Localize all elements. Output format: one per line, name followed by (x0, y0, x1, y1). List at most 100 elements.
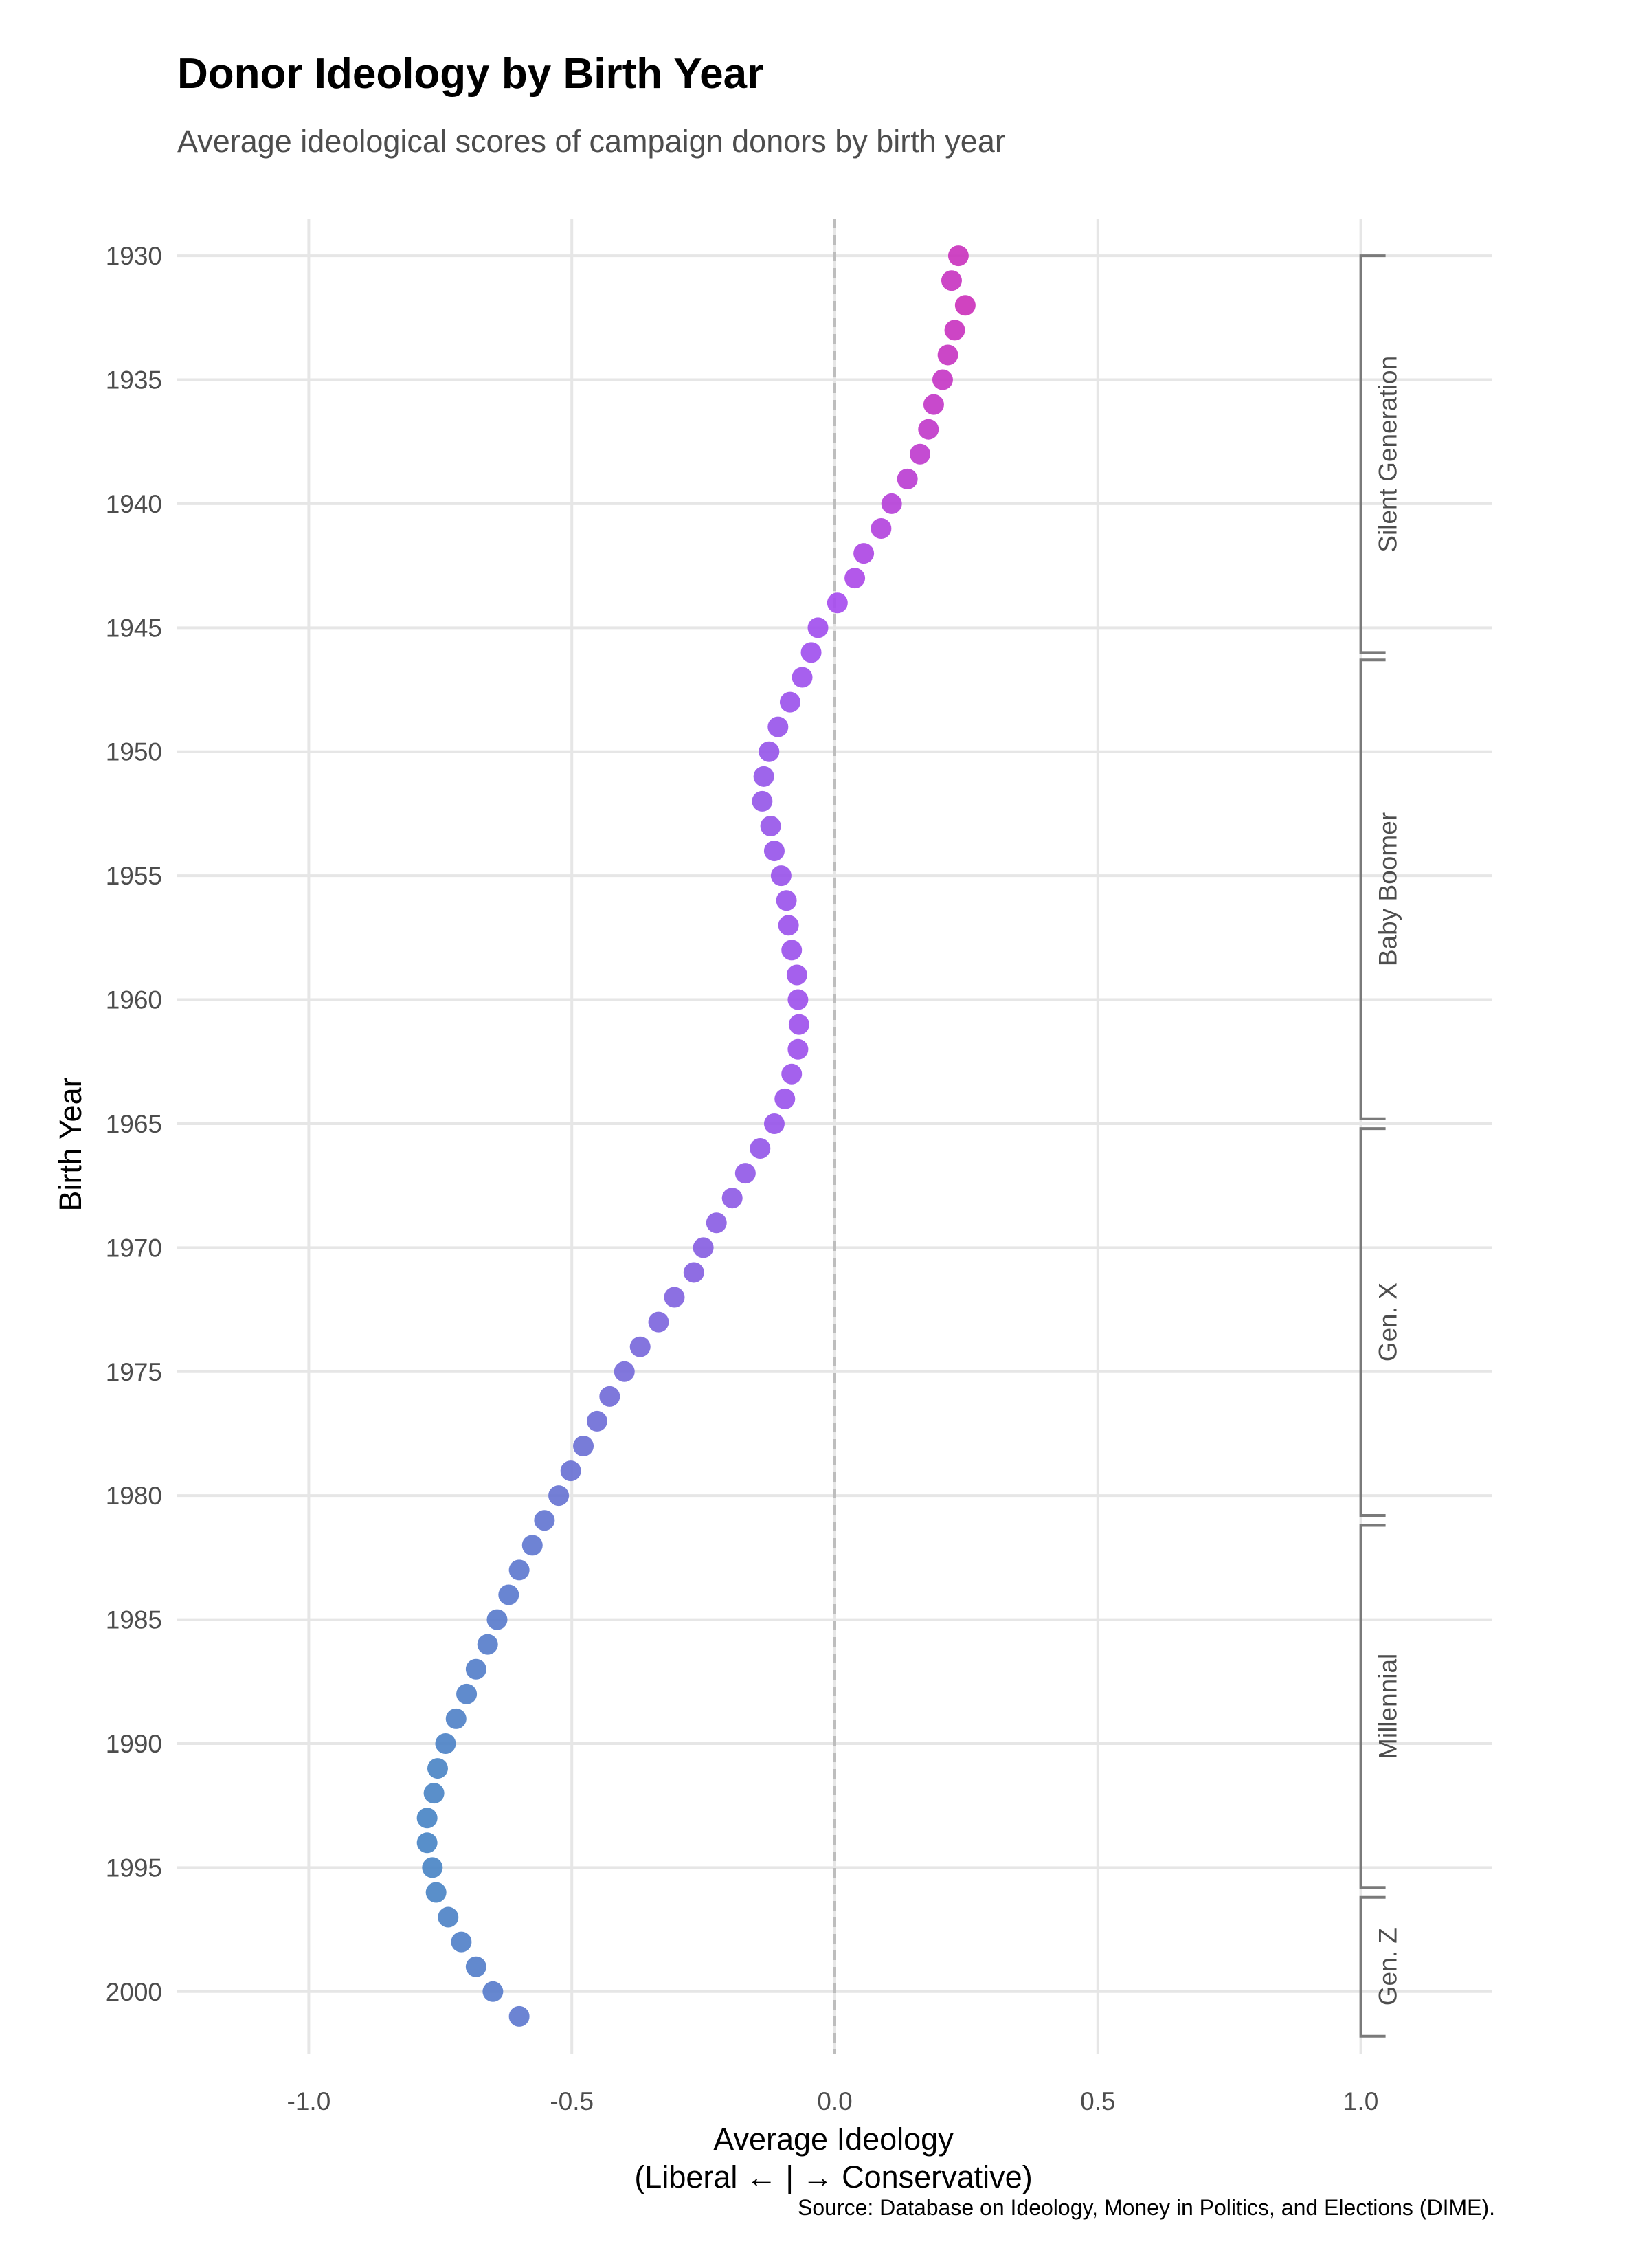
data-point (770, 865, 792, 887)
data-point (932, 369, 953, 390)
data-point (465, 1658, 486, 1680)
data-point (767, 716, 789, 737)
generation-label: Gen. Z (1374, 1928, 1402, 2005)
data-point (774, 1088, 796, 1109)
data-point (614, 1361, 635, 1382)
data-point (792, 667, 813, 688)
generation-bracket (1359, 254, 1386, 654)
x-tick-label: 0.0 (817, 2087, 852, 2115)
data-point (498, 1584, 519, 1605)
data-point (881, 493, 902, 514)
data-point (599, 1386, 620, 1407)
data-point (573, 1436, 594, 1457)
y-tick-label: 1975 (106, 1358, 162, 1386)
y-tick-label: 1970 (106, 1234, 162, 1262)
data-point (721, 1188, 743, 1209)
generation-label: Silent Generation (1374, 356, 1402, 553)
data-point (753, 766, 774, 787)
data-point (734, 1163, 756, 1184)
data-point (586, 1410, 607, 1432)
y-tick-label: 1990 (106, 1730, 162, 1758)
y-tick-label: 1985 (106, 1606, 162, 1634)
y-tick-label: 1945 (106, 614, 162, 642)
chart-subtitle: Average ideological scores of campaign d… (177, 124, 1005, 159)
data-point (781, 1063, 803, 1085)
x-tick-label: 1.0 (1343, 2087, 1378, 2115)
generation-bracket (1359, 1895, 1386, 2038)
data-point (853, 543, 875, 564)
data-point (941, 270, 962, 291)
source-note: Source: Database on Ideology, Money in P… (797, 2195, 1495, 2220)
data-point (807, 617, 829, 638)
data-point (787, 989, 809, 1010)
data-point (560, 1460, 581, 1482)
generation-bracket (1359, 1127, 1386, 1517)
data-point (435, 1733, 456, 1754)
x-tick-label: 0.5 (1080, 2087, 1115, 2115)
chart-title: Donor Ideology by Birth Year (177, 50, 764, 98)
y-tick-label: 1995 (106, 1854, 162, 1882)
data-point (422, 1857, 443, 1878)
y-tick-label: 1965 (106, 1110, 162, 1138)
data-point (937, 344, 958, 366)
data-point (944, 320, 965, 341)
data-point (629, 1336, 651, 1357)
data-point (683, 1262, 704, 1283)
data-point (947, 245, 969, 267)
data-point (776, 890, 797, 911)
data-point (451, 1931, 472, 1953)
data-point (897, 468, 918, 489)
generation-label: Baby Boomer (1374, 812, 1402, 966)
data-point (752, 790, 773, 812)
data-point (486, 1609, 508, 1630)
y-tick-label: 1980 (106, 1482, 162, 1510)
x-axis-title-line2: (Liberal ← | → Conservative) (634, 2159, 1032, 2194)
data-point (759, 741, 780, 762)
y-axis-title: Birth Year (53, 1077, 88, 1211)
data-point (760, 815, 781, 836)
data-point (456, 1683, 478, 1704)
y-tick-label: 1930 (106, 242, 162, 270)
data-point (706, 1212, 727, 1234)
data-point (664, 1287, 685, 1308)
data-point (787, 1038, 809, 1060)
y-tick-label: 1960 (106, 986, 162, 1014)
data-point (763, 841, 785, 862)
x-axis-title: Average Ideology (713, 2122, 954, 2157)
data-point (438, 1906, 459, 1928)
data-point (778, 915, 799, 936)
x-tick-label: -1.0 (287, 2087, 331, 2115)
data-point (786, 964, 807, 986)
data-point (477, 1634, 498, 1655)
data-point (534, 1510, 555, 1531)
y-tick-label: 1935 (106, 366, 162, 394)
data-point (779, 691, 800, 713)
data-point (954, 295, 976, 316)
x-tick-label: -0.5 (550, 2087, 594, 2115)
y-tick-label: 2000 (106, 1978, 162, 2006)
data-point (423, 1783, 445, 1804)
data-point (416, 1832, 438, 1854)
data-point (781, 940, 803, 961)
data-point (508, 1559, 530, 1581)
generation-label: Gen. X (1374, 1282, 1402, 1361)
data-point (918, 419, 939, 440)
data-point (800, 642, 822, 663)
generation-label: Millennial (1374, 1654, 1402, 1759)
data-point (508, 2005, 530, 2027)
data-point (416, 1808, 438, 1829)
data-point (427, 1758, 448, 1779)
data-point (482, 1981, 504, 2002)
data-point (425, 1882, 447, 1903)
y-tick-label: 1950 (106, 738, 162, 766)
y-tick-label: 1940 (106, 490, 162, 518)
data-point (693, 1237, 714, 1258)
data-point (827, 592, 848, 614)
data-point (750, 1138, 771, 1159)
data-point (445, 1708, 467, 1729)
data-point (521, 1535, 543, 1556)
data-point (548, 1485, 570, 1507)
data-point (871, 518, 892, 540)
data-point (788, 1014, 809, 1035)
generation-bracket (1359, 1524, 1386, 1889)
